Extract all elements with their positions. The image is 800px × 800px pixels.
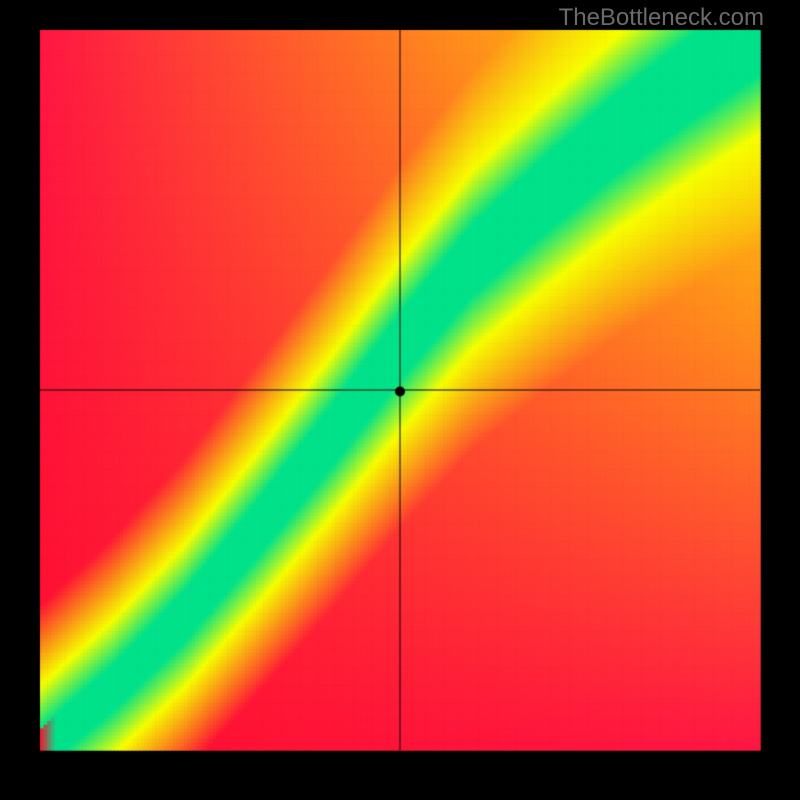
bottleneck-heatmap-canvas [0, 0, 800, 800]
chart-frame: TheBottleneck.com [0, 0, 800, 800]
